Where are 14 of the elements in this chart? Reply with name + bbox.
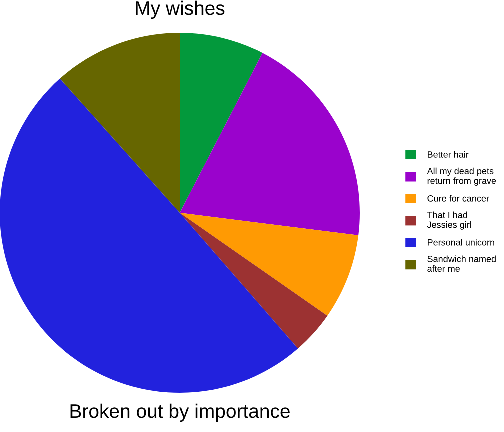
text: Broken out by importance [70,404,290,422]
legend-label: Sandwich named after me [428,256,496,272]
chart-title: My wishes [136,0,225,20]
pie-slice [180,33,263,213]
legend-label: Better hair [428,151,469,158]
legend-label: Cure for cancer [428,195,490,202]
pie-slice [60,33,180,213]
legend-label: Personal unicorn [428,239,494,246]
pie-slice [0,78,298,393]
legend-label: That I had Jessies girl [427,212,472,230]
legend-label: All my dead pets return from grave [427,168,496,186]
pie-slice [180,53,360,236]
pie-slice [180,213,328,349]
pie-slice [180,213,359,316]
